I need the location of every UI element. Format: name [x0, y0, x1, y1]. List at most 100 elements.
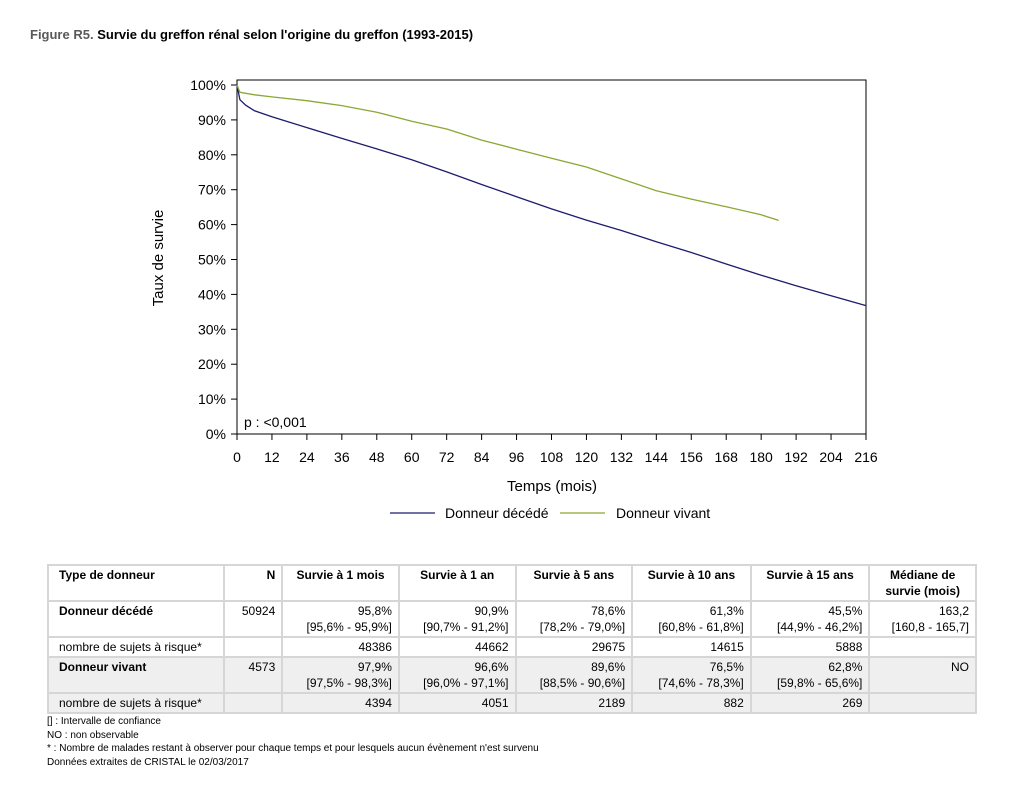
survival-table: Type de donneur N Survie à 1 mois Survie… [47, 564, 977, 714]
plot-frame [236, 79, 867, 435]
donor-type-cell: Donneur vivant [47, 656, 225, 694]
survival-cell: 96,6% [96,0% - 97,1%] [397, 656, 517, 694]
x-axis-label: Temps (mois) [507, 478, 597, 495]
survival-cell: 89,6% [88,5% - 90,6%] [514, 656, 634, 694]
risk-cell: 269 [749, 692, 871, 714]
empty-cell [222, 692, 284, 714]
x-tick-label: 204 [819, 449, 843, 465]
survival-value: 97,9% [357, 660, 392, 674]
y-tick-label: 40% [198, 286, 226, 302]
empty-cell [868, 636, 977, 658]
header-cell: Survie à 1 mois [281, 564, 400, 602]
survival-cell: 78,6% [78,2% - 79,0%] [514, 600, 634, 638]
survival-cell: 45,5% [44,9% - 46,2%] [749, 600, 871, 638]
risk-cell: 44662 [397, 636, 517, 658]
confidence-interval: [60,8% - 61,8%] [658, 620, 744, 634]
confidence-interval: [95,6% - 95,9%] [306, 620, 392, 634]
survival-value: 45,5% [828, 604, 863, 618]
confidence-interval: [44,9% - 46,2%] [776, 620, 863, 634]
confidence-interval: [96,0% - 97,1%] [423, 676, 509, 690]
footnote: [] : Intervalle de confiance [47, 716, 161, 727]
table-row: Donneur décédé 50924 95,8% [95,6% - 95,9%… [47, 600, 977, 638]
figure-label: Figure R5. [30, 27, 94, 42]
survival-value: 96,6% [474, 660, 509, 674]
y-tick-label: 80% [198, 147, 226, 163]
confidence-interval: [88,5% - 90,6%] [539, 676, 626, 690]
figure-title-text: Survie du greffon rénal selon l'origine … [97, 27, 474, 42]
median-value: 163,2 [938, 604, 969, 618]
x-tick-label: 192 [784, 449, 808, 465]
x-tick-label: 216 [854, 449, 878, 465]
x-tick-label: 168 [715, 449, 739, 465]
survival-cell: 61,3% [60,8% - 61,8%] [631, 600, 752, 638]
y-tick-label: 20% [198, 356, 226, 372]
survival-cell: 97,9% [97,5% - 98,3%] [281, 656, 400, 694]
header-cell: Survie à 10 ans [631, 564, 752, 602]
footnote: NO : non observable [47, 729, 139, 741]
x-tick-label: 60 [404, 449, 420, 465]
x-tick-label: 72 [439, 449, 455, 465]
y-tick-label: 30% [198, 321, 226, 337]
confidence-interval: [78,2% - 79,0%] [539, 620, 626, 634]
y-axis-label: Taux de survie [150, 210, 167, 307]
legend-label: Donneur vivant [616, 505, 710, 521]
x-tick-label: 84 [474, 449, 490, 465]
header-cell: N [222, 564, 284, 602]
y-axis: 0% 10% 20% 30% 40% 50% 60% 70% 80% 90% 100% [190, 77, 237, 442]
footnote: * : Nombre de malades restant à observer… [47, 743, 539, 755]
donor-type-cell: Donneur décédé [47, 600, 225, 638]
figure-title: Figure R5. Survie du greffon rénal selon… [30, 27, 473, 42]
x-tick-label: 0 [233, 449, 241, 465]
header-cell: Médiane de survie (mois) [868, 564, 977, 602]
survival-chart: 0% 10% 20% 30% 40% 50% 60% 70% 80% 90% 100% 0 12 24 3… [150, 77, 878, 521]
footnotes: [] : Intervalle de confiance NO : non ob… [47, 715, 539, 769]
x-tick-label: 144 [645, 449, 669, 465]
risk-cell: 4394 [281, 692, 400, 714]
empty-cell [222, 636, 284, 658]
confidence-interval: [90,7% - 91,2%] [423, 620, 509, 634]
y-tick-label: 50% [198, 252, 226, 268]
table-row: nombre de sujets à risque* 4394 4051 218… [47, 692, 977, 714]
legend-label: Donneur décédé [445, 505, 549, 521]
survival-cell: 62,8% [59,8% - 65,6%] [749, 656, 871, 694]
header-cell: Survie à 1 an [397, 564, 517, 602]
risk-cell: 29675 [514, 636, 634, 658]
n-cell: 4573 [222, 656, 284, 694]
y-tick-label: 100% [190, 77, 226, 93]
header-cell: Survie à 5 ans [514, 564, 634, 602]
survival-value: 62,8% [828, 660, 863, 674]
n-cell: 50924 [222, 600, 284, 638]
survival-value: 90,9% [474, 604, 509, 618]
risk-cell: 5888 [749, 636, 871, 658]
series-line-donneur-vivant [236, 84, 779, 222]
x-tick-label: 48 [369, 449, 385, 465]
risk-cell: 14615 [631, 636, 752, 658]
table-row: Donneur vivant 4573 97,9% [97,5% - 98,3%]… [47, 656, 977, 694]
survival-value: 78,6% [591, 604, 626, 618]
x-tick-label: 36 [334, 449, 350, 465]
empty-cell [868, 692, 977, 714]
risk-cell: 2189 [514, 692, 634, 714]
legend: Donneur décédé Donneur vivant [390, 505, 710, 521]
survival-cell: 90,9% [90,7% - 91,2%] [397, 600, 517, 638]
x-tick-label: 156 [680, 449, 704, 465]
risk-cell: 882 [631, 692, 752, 714]
y-tick-label: 60% [198, 217, 226, 233]
y-tick-label: 70% [198, 182, 226, 198]
confidence-interval: [59,8% - 65,6%] [776, 676, 863, 690]
series-line-donneur-decede [236, 84, 867, 307]
y-tick-label: 90% [198, 112, 226, 128]
table-row: nombre de sujets à risque* 48386 44662 2… [47, 636, 977, 658]
confidence-interval: [97,5% - 98,3%] [306, 676, 392, 690]
x-tick-label: 108 [540, 449, 564, 465]
footnote: Données extraites de CRISTAL le 02/03/20… [47, 756, 249, 768]
table-header-row: Type de donneur N Survie à 1 mois Survie… [47, 564, 977, 602]
header-cell: Survie à 15 ans [749, 564, 871, 602]
median-value: NO [951, 660, 969, 674]
x-tick-label: 120 [575, 449, 599, 465]
p-value-annotation: p : <0,001 [244, 414, 307, 430]
survival-value: 95,8% [357, 604, 392, 618]
y-tick-label: 10% [198, 391, 226, 407]
y-tick-label: 0% [206, 426, 226, 442]
median-cell: NO [868, 656, 977, 694]
